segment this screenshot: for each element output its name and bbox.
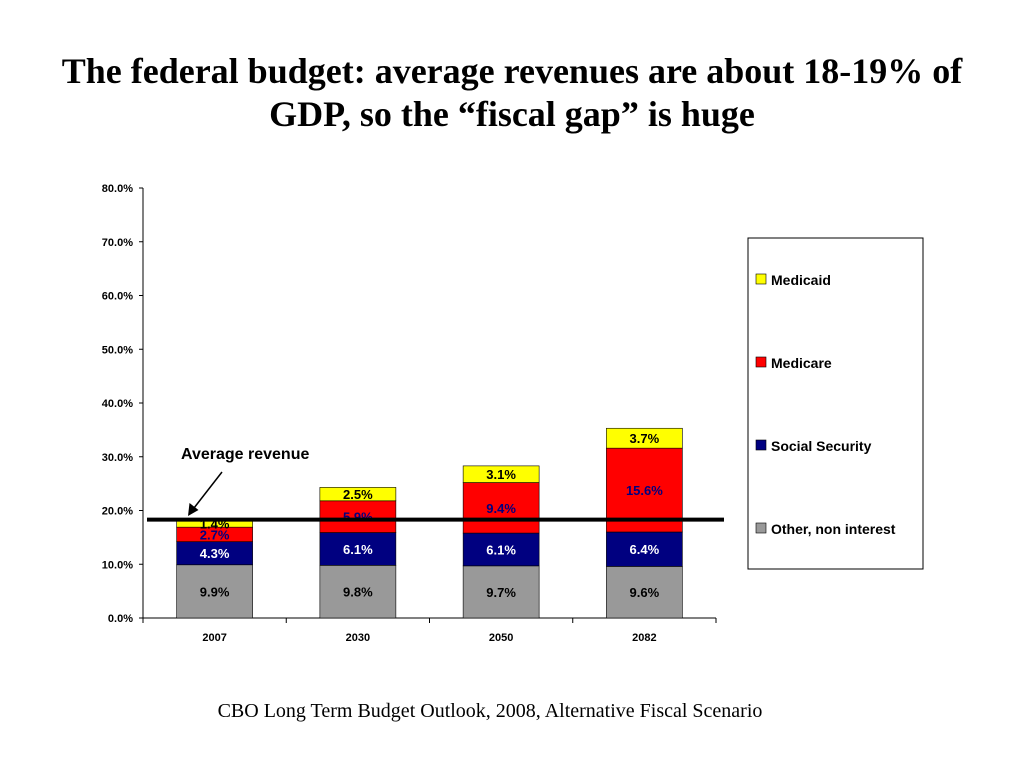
- x-tick-label: 2030: [346, 632, 370, 644]
- legend-label-other-non-interest: Other, non interest: [771, 521, 896, 537]
- bar-segment-medicare: [319, 500, 397, 533]
- y-tick-label: 50.0%: [102, 344, 133, 356]
- y-tick-label: 40.0%: [102, 398, 133, 410]
- legend-label-medicaid: Medicaid: [771, 272, 831, 288]
- data-label-other-non-interest: 9.8%: [343, 585, 373, 600]
- legend-label-social-security: Social Security: [771, 438, 872, 454]
- legend-swatch-medicare: [755, 356, 767, 368]
- slide-title: The federal budget: average revenues are…: [61, 51, 963, 134]
- y-tick-label: 80.0%: [102, 183, 133, 195]
- data-label-social-security: 4.3%: [200, 546, 230, 561]
- data-label-medicaid: 2.5%: [343, 487, 373, 502]
- data-label-medicaid: 3.7%: [630, 431, 660, 446]
- data-label-other-non-interest: 9.9%: [200, 584, 230, 599]
- bar-segment-medicaid: [462, 465, 540, 483]
- bar-segment-other-non-interest: [462, 565, 540, 619]
- average-revenue-label: Average revenue: [181, 446, 309, 463]
- legend-swatch-other-non-interest: [755, 522, 767, 534]
- y-tick-label: 10.0%: [102, 559, 133, 571]
- data-label-other-non-interest: 9.6%: [630, 585, 660, 600]
- legend-swatch-medicaid: [755, 273, 767, 285]
- y-tick-label: 0.0%: [108, 613, 133, 625]
- y-tick-label: 20.0%: [102, 506, 133, 518]
- bar-segment-other-non-interest: [319, 565, 397, 619]
- bar-segment-medicare: [462, 482, 540, 534]
- data-label-medicare: 15.6%: [626, 483, 663, 498]
- data-label-social-security: 6.1%: [486, 542, 516, 557]
- data-label-medicaid: 3.1%: [486, 467, 516, 482]
- x-tick-label: 2082: [632, 632, 656, 644]
- bar-segment-other-non-interest: [606, 566, 683, 619]
- y-tick-label: 30.0%: [102, 452, 133, 464]
- bar-segment-social-security: [319, 532, 397, 566]
- bar-segment-other-non-interest: [176, 564, 253, 619]
- data-label-other-non-interest: 9.7%: [486, 585, 516, 600]
- legend-box: [747, 237, 924, 570]
- data-label-social-security: 6.1%: [343, 542, 373, 557]
- y-tick-label: 60.0%: [102, 291, 133, 303]
- annotation-arrow-head: [188, 503, 199, 516]
- annotation-arrow-line: [193, 471, 223, 509]
- data-label-medicare: 9.4%: [486, 501, 516, 516]
- source-note: CBO Long Term Budget Outlook, 2008, Alte…: [217, 700, 763, 722]
- data-label-social-security: 6.4%: [630, 542, 660, 557]
- bar-segment-medicaid: [319, 487, 397, 502]
- stacked-bar-chart: 0.0% 10.0% 20.0% 30.0% 40.0% 50.0% 60.0% 70.0% 8…: [102, 183, 924, 644]
- legend-swatch-social-security: [755, 439, 767, 451]
- x-tick-label: 2007: [202, 632, 226, 644]
- data-label-medicare: 5.9%: [343, 510, 373, 525]
- x-tick-label: 2050: [489, 632, 513, 644]
- bar-segment-social-security: [462, 532, 540, 567]
- legend-label-medicare: Medicare: [771, 355, 832, 371]
- data-label-medicare: 2.7%: [200, 527, 230, 542]
- bar-segment-social-security: [606, 531, 683, 567]
- y-tick-label: 70.0%: [102, 237, 133, 249]
- bar-segment-medicaid: [606, 427, 683, 449]
